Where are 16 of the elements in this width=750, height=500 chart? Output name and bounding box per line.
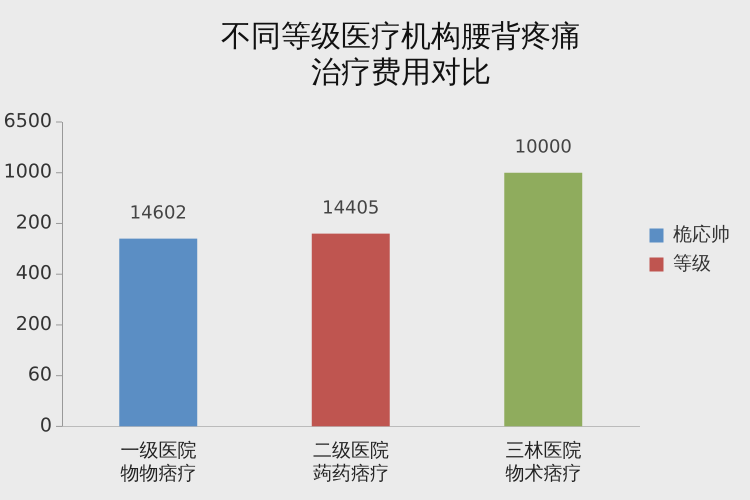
- text: 0: [40, 414, 52, 436]
- annotation: 10000: [514, 136, 572, 158]
- text: 200: [16, 312, 52, 335]
- text: 200: [16, 211, 52, 234]
- legend-label: 桅応帅: [673, 223, 730, 246]
- x-tick-label: 二级医院蒟药痞疗: [312, 440, 389, 485]
- text: 1000: [4, 160, 52, 183]
- annotation: 14405: [322, 197, 380, 218]
- legend-label: 等级: [673, 252, 711, 274]
- annotation: 14602: [130, 202, 187, 224]
- x-tick-label: 一级医院物物痞疗: [120, 440, 196, 485]
- text: 400: [16, 262, 52, 284]
- text: 6500: [4, 110, 52, 132]
- text: 60: [28, 364, 52, 386]
- chart-title: 不同等级医疗机构腰背疼痛治疗费用对比: [221, 18, 581, 90]
- x-tick-label: 三林医院物术痞疗: [505, 440, 582, 485]
